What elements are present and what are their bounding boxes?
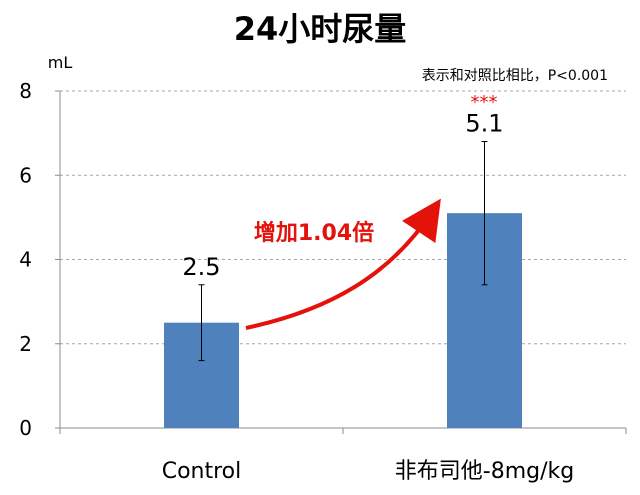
data-label: 5.1 xyxy=(465,110,503,138)
significance-mark: *** xyxy=(471,92,498,113)
gridlines xyxy=(60,90,626,345)
increase-arrow xyxy=(245,198,441,330)
bars: 2.5 5.1 xyxy=(164,110,522,428)
significance-note: 表示和对照比相比，P<0.001 xyxy=(422,68,608,84)
x-tick-label: Control xyxy=(162,459,242,484)
chart-title: 24小时尿量 xyxy=(234,10,407,48)
x-axis-labels: Control 非布司他-8mg/kg xyxy=(59,428,627,484)
y-axis-label: mL xyxy=(48,53,73,72)
y-tick-label: 0 xyxy=(19,416,32,440)
y-tick-label: 2 xyxy=(19,332,32,356)
y-tick-label: 8 xyxy=(19,79,32,103)
increase-annotation: 增加1.04倍 xyxy=(254,220,374,246)
data-label: 2.5 xyxy=(182,253,220,281)
y-axis-ticks: 0 2 4 6 8 xyxy=(19,79,60,440)
y-tick-label: 6 xyxy=(19,163,32,187)
y-tick-label: 4 xyxy=(19,248,32,272)
x-tick-label: 非布司他-8mg/kg xyxy=(395,459,574,484)
